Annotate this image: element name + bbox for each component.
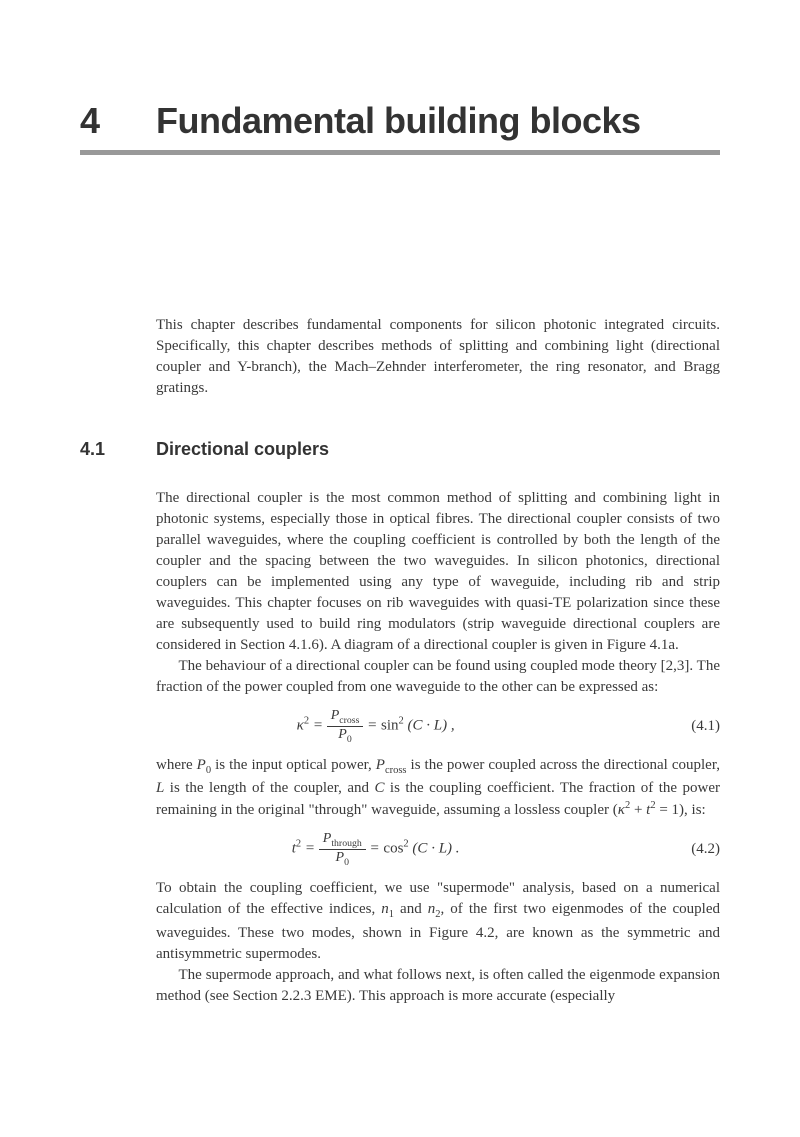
section-header: 4.1 Directional couplers bbox=[80, 439, 720, 460]
equation-4-2-label: (4.2) bbox=[671, 841, 720, 858]
text-run: where bbox=[156, 757, 197, 773]
chapter-number: 4 bbox=[80, 100, 156, 142]
body-paragraph-3: where P0 is the input optical power, Pcr… bbox=[156, 755, 720, 822]
text-run: and bbox=[394, 901, 428, 917]
equation-4-2-content: t2 = PthroughP0 = cos2 (C · L) . bbox=[80, 831, 671, 868]
chapter-intro: This chapter describes fundamental compo… bbox=[156, 315, 720, 399]
equation-4-1: κ2 = PcrossP0 = sin2 (C · L) , (4.1) bbox=[80, 708, 720, 745]
equation-4-2: t2 = PthroughP0 = cos2 (C · L) . (4.2) bbox=[80, 831, 720, 868]
section-title: Directional couplers bbox=[156, 439, 329, 460]
body-paragraph-5: The supermode approach, and what follows… bbox=[156, 965, 720, 1007]
text-run: = 1), is: bbox=[656, 802, 706, 818]
section-number: 4.1 bbox=[80, 439, 156, 460]
chapter-title: Fundamental building blocks bbox=[156, 100, 641, 142]
chapter-header: 4 Fundamental building blocks bbox=[80, 100, 720, 155]
text-run: is the input optical power, bbox=[211, 757, 376, 773]
text-run: is the power coupled across the directio… bbox=[407, 757, 720, 773]
body-paragraph-2: The behaviour of a directional coupler c… bbox=[156, 656, 720, 698]
text-run: is the length of the coupler, and bbox=[164, 780, 374, 796]
body-paragraph-4: To obtain the coupling coefficient, we u… bbox=[156, 878, 720, 965]
equation-4-1-content: κ2 = PcrossP0 = sin2 (C · L) , bbox=[80, 708, 671, 745]
body-paragraph-1: The directional coupler is the most comm… bbox=[156, 488, 720, 656]
equation-4-1-label: (4.1) bbox=[671, 718, 720, 735]
